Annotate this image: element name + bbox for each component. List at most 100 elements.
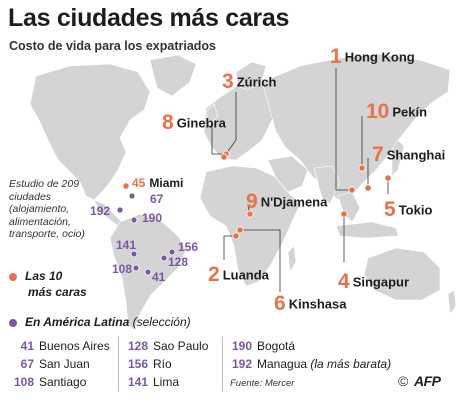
southeast-asia <box>337 191 361 223</box>
marker-luanda <box>232 232 240 240</box>
rank-kinshasa: 6 <box>274 292 286 315</box>
marker-kinshasa <box>236 226 244 234</box>
la-table-col-1: 41 Buenos Aires 67 San Juan 108 Santiago <box>9 337 119 391</box>
city-name-hong-kong: Hong Kong <box>344 49 415 65</box>
leader-ginebra <box>211 126 226 155</box>
la-table-row: 141 Lima <box>123 373 222 391</box>
city-name-shanghai: Shanghai <box>386 147 446 163</box>
map-number-buenos-aires: 41 <box>152 270 166 284</box>
uk <box>205 103 219 125</box>
rank-ndjamena: 9 <box>246 190 258 213</box>
legend-latin-america: En América Latina (selección) <box>9 315 191 329</box>
marker-pekin <box>358 164 366 172</box>
la-city: Managua <box>257 357 308 371</box>
la-table-col-2: 128 Sao Paulo 156 Río 141 Lima <box>123 337 223 391</box>
new-zealand <box>447 289 457 315</box>
rank-pekin: 10 <box>366 100 390 123</box>
label-luanda: 2 Luanda <box>208 263 269 287</box>
label-kinshasa: 6 Kinshasa <box>274 292 347 316</box>
india <box>313 165 341 205</box>
la-rank: 128 <box>127 339 148 353</box>
la-table-row: 41 Buenos Aires <box>9 337 118 355</box>
legend-top10: Las 10 más caras <box>9 268 87 300</box>
map-number-sao-paulo: 128 <box>168 255 189 269</box>
afp-logo: AFP <box>414 373 441 389</box>
rank-luanda: 2 <box>208 263 220 286</box>
land-masses <box>29 53 457 331</box>
la-city: Santiago <box>39 375 87 389</box>
city-name-ginebra: Ginebra <box>176 115 226 131</box>
rank-tokio: 5 <box>384 198 396 221</box>
marker-singapur <box>340 210 348 218</box>
africa <box>199 165 301 287</box>
source-note: Fuente: Mercer <box>230 378 295 389</box>
city-name-luanda: Luanda <box>222 267 269 283</box>
la-table-row: 108 Santiago <box>9 373 118 391</box>
label-miami: 45 Miami <box>132 176 183 190</box>
madagascar <box>287 245 297 273</box>
study-note: Estudio de 209 ciudades (alojamiento, al… <box>9 178 85 240</box>
rank-zurich: 3 <box>222 70 234 93</box>
city-name-kinshasa: Kinshasa <box>288 296 347 312</box>
page-title: Las ciudades más caras <box>8 4 290 32</box>
marker-shanghai <box>364 184 372 192</box>
rank-singapur: 4 <box>338 270 350 293</box>
map-number-san-juan: 67 <box>150 192 164 206</box>
city-name-ndjamena: N'Djamena <box>260 194 328 210</box>
label-zurich: 3 Zúrich <box>222 70 276 94</box>
city-name-pekin: Pekín <box>392 104 428 120</box>
map-number-bogota: 190 <box>142 211 163 225</box>
marker-sao-paulo <box>160 254 168 262</box>
marker-hong-kong <box>348 186 356 194</box>
la-rank: 192 <box>231 357 252 371</box>
label-tokio: 5 Tokio <box>384 198 432 222</box>
la-note: (la más barata) <box>310 357 392 371</box>
marker-ndjamena <box>246 210 254 218</box>
leader-kinshasa <box>240 229 281 292</box>
marker-lima <box>130 250 138 258</box>
la-city: Buenos Aires <box>39 339 110 353</box>
la-city: Lima <box>153 375 180 389</box>
la-city: Río <box>153 357 172 371</box>
la-table-col-3: 190 Bogotá 192 Managua (la más barata) <box>227 337 447 391</box>
marker-bogota <box>130 216 138 224</box>
middle-east <box>267 155 309 193</box>
leader-zurich <box>225 92 237 155</box>
rank-ginebra: 8 <box>162 111 174 134</box>
legend-la-normal: (selección) <box>132 315 191 329</box>
japan <box>391 139 405 177</box>
indonesia <box>335 221 399 239</box>
australia <box>363 247 441 301</box>
rank-shanghai: 7 <box>372 143 384 166</box>
marker-miami <box>122 182 130 190</box>
la-rank: 141 <box>127 375 148 389</box>
legend-la-dot <box>9 318 17 327</box>
city-markers <box>116 150 392 276</box>
label-singapur: 4 Singapur <box>338 270 409 294</box>
page-subtitle: Costo de vida para los expatriados <box>9 39 217 53</box>
leader-hong-kong <box>335 68 352 191</box>
label-pekin: 10 Pekín <box>366 100 427 124</box>
marker-rio <box>168 248 176 256</box>
legend-la-bold: En América Latina <box>25 315 130 329</box>
city-name-zurich: Zúrich <box>236 74 277 90</box>
marker-san-juan <box>128 192 136 200</box>
la-table-row: 156 Río <box>123 355 222 373</box>
label-ndjamena: 9 N'Djamena <box>246 190 327 214</box>
marker-managua <box>116 206 124 214</box>
legend-top10-dot <box>9 272 17 281</box>
la-table-row: 190 Bogotá <box>227 337 447 355</box>
city-name-tokio: Tokio <box>398 202 433 218</box>
city-name-miami: Miami <box>149 176 184 190</box>
marker-ginebra <box>220 153 228 161</box>
marker-tokio <box>384 174 392 182</box>
la-table-row: 67 San Juan <box>9 355 118 373</box>
map-number-managua: 192 <box>90 204 111 218</box>
legend-top10-line2: más caras <box>28 285 87 299</box>
label-ginebra: 8 Ginebra <box>162 111 226 135</box>
label-hong-kong: 1 Hong Kong <box>330 45 415 69</box>
asia <box>261 53 451 201</box>
la-rank: 156 <box>127 357 148 371</box>
la-city: San Juan <box>39 357 90 371</box>
